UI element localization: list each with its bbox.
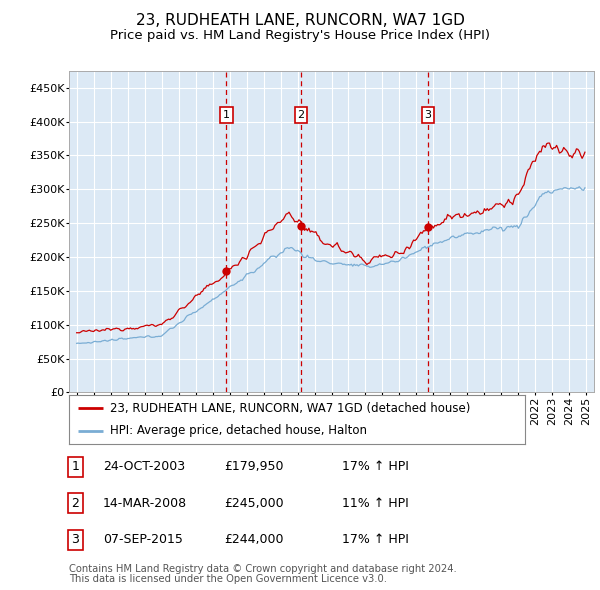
Text: 23, RUDHEATH LANE, RUNCORN, WA7 1GD (detached house): 23, RUDHEATH LANE, RUNCORN, WA7 1GD (det… [110,402,470,415]
Text: This data is licensed under the Open Government Licence v3.0.: This data is licensed under the Open Gov… [69,575,387,584]
Text: 1: 1 [223,110,230,120]
Text: HPI: Average price, detached house, Halton: HPI: Average price, detached house, Halt… [110,424,367,437]
Text: 3: 3 [71,533,79,546]
Text: 07-SEP-2015: 07-SEP-2015 [103,533,183,546]
Text: 1: 1 [71,460,79,473]
Text: £244,000: £244,000 [224,533,283,546]
Text: 24-OCT-2003: 24-OCT-2003 [103,460,185,473]
Text: £245,000: £245,000 [224,497,284,510]
Text: 17% ↑ HPI: 17% ↑ HPI [342,460,409,473]
Text: Price paid vs. HM Land Registry's House Price Index (HPI): Price paid vs. HM Land Registry's House … [110,29,490,42]
Text: Contains HM Land Registry data © Crown copyright and database right 2024.: Contains HM Land Registry data © Crown c… [69,564,457,573]
Text: 2: 2 [71,497,79,510]
Text: 11% ↑ HPI: 11% ↑ HPI [342,497,409,510]
Text: 3: 3 [425,110,431,120]
Text: 14-MAR-2008: 14-MAR-2008 [103,497,187,510]
Text: 23, RUDHEATH LANE, RUNCORN, WA7 1GD: 23, RUDHEATH LANE, RUNCORN, WA7 1GD [136,13,464,28]
Text: £179,950: £179,950 [224,460,283,473]
Text: 17% ↑ HPI: 17% ↑ HPI [342,533,409,546]
Text: 2: 2 [298,110,304,120]
